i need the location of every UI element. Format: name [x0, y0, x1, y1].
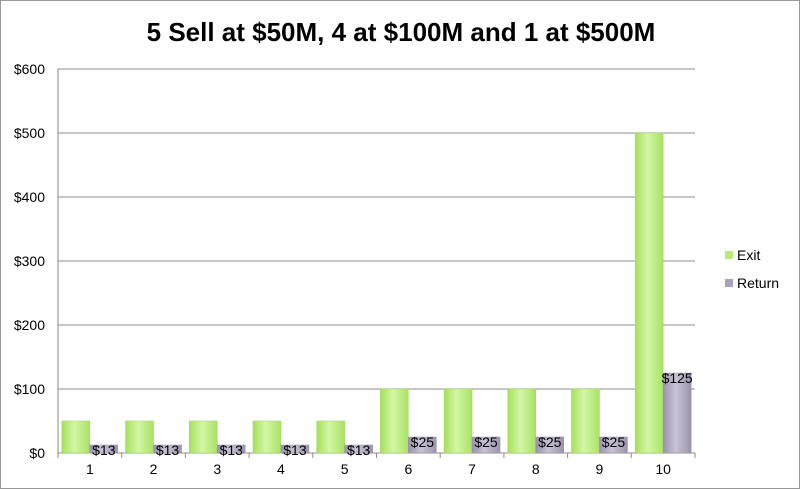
- exit-bar: [444, 389, 472, 453]
- y-tick-label: $0: [29, 445, 45, 461]
- exit-bar: [508, 389, 536, 453]
- return-data-label: $25: [602, 434, 626, 450]
- x-tick-label: 6: [404, 461, 412, 477]
- y-tick-label: $400: [14, 189, 45, 205]
- legend-label: Return: [737, 275, 779, 291]
- return-data-label: $25: [474, 434, 498, 450]
- x-tick-label: 4: [277, 461, 285, 477]
- return-data-label: $13: [283, 442, 307, 458]
- return-data-label: $13: [156, 442, 180, 458]
- x-tick-label: 9: [596, 461, 604, 477]
- return-data-label: $125: [662, 370, 693, 386]
- exit-bar: [253, 421, 281, 453]
- x-tick-label: 5: [341, 461, 349, 477]
- exit-bar: [62, 421, 90, 453]
- y-tick-label: $500: [14, 125, 45, 141]
- y-tick-label: $100: [14, 381, 45, 397]
- x-tick-label: 8: [532, 461, 540, 477]
- legend-swatch: [725, 251, 733, 259]
- exit-bar: [189, 421, 217, 453]
- exit-bar: [635, 133, 663, 453]
- return-data-label: $13: [220, 442, 244, 458]
- x-tick-label: 10: [655, 461, 671, 477]
- exit-bar: [571, 389, 599, 453]
- y-tick-label: $300: [14, 253, 45, 269]
- x-tick-label: 3: [213, 461, 221, 477]
- legend-label: Exit: [737, 247, 760, 263]
- x-tick-label: 1: [86, 461, 94, 477]
- return-data-label: $25: [411, 434, 435, 450]
- return-data-label: $13: [347, 442, 371, 458]
- exit-bar: [317, 421, 345, 453]
- y-tick-label: $200: [14, 317, 45, 333]
- exit-bar: [380, 389, 408, 453]
- x-tick-label: 7: [468, 461, 476, 477]
- y-tick-label: $600: [14, 61, 45, 77]
- legend-swatch: [725, 279, 733, 287]
- return-data-label: $25: [538, 434, 562, 450]
- return-data-label: $13: [92, 442, 116, 458]
- x-tick-label: 2: [150, 461, 158, 477]
- exit-bar: [126, 421, 154, 453]
